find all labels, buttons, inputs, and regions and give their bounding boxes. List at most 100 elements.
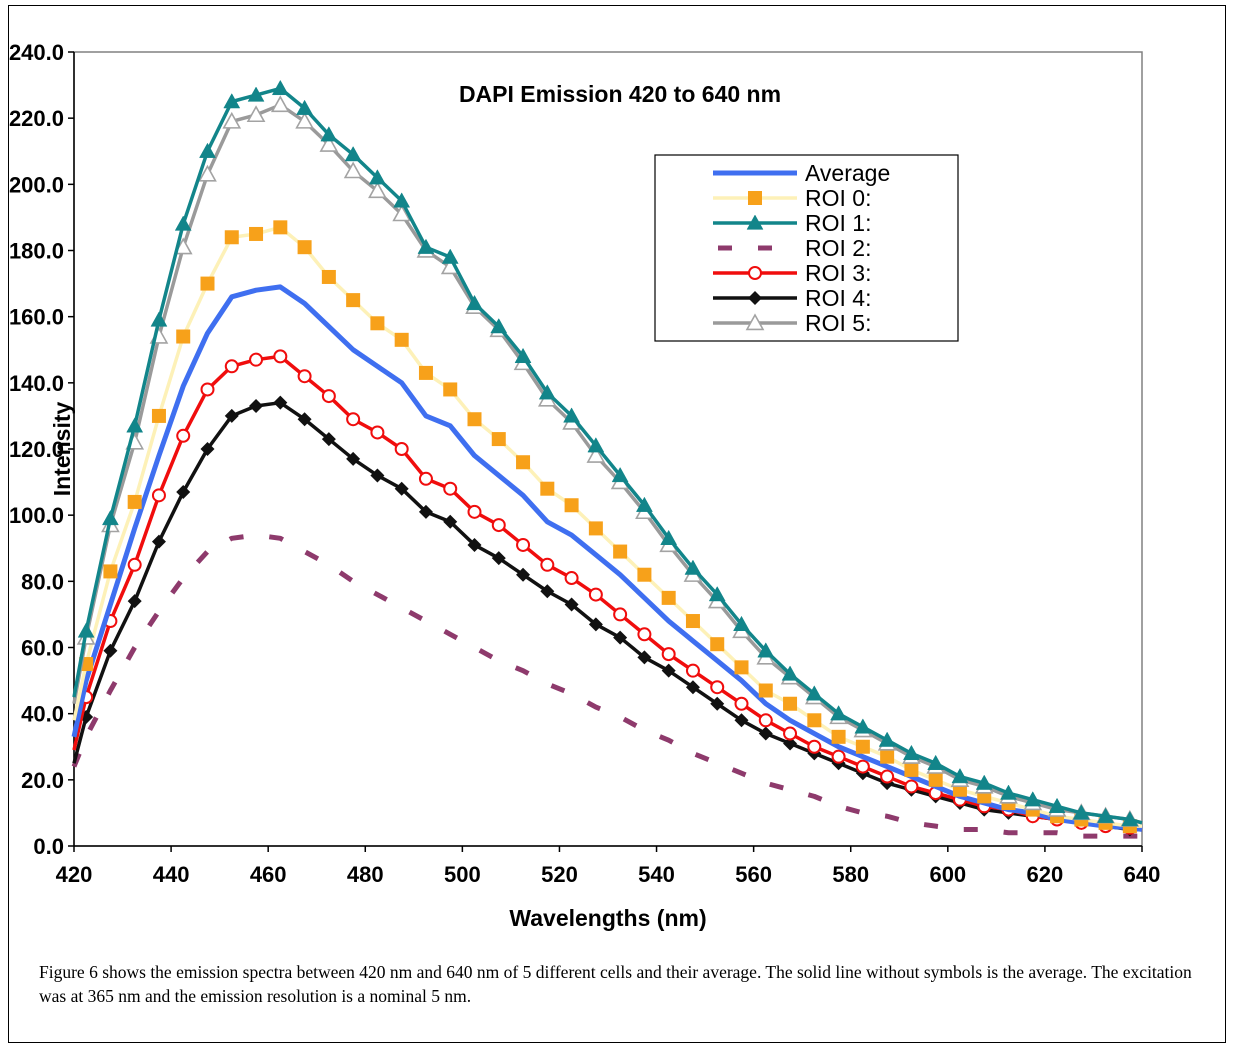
data-point (151, 408, 166, 423)
data-point (783, 736, 798, 751)
legend-entry: ROI 4: (713, 285, 871, 311)
data-point (684, 559, 702, 575)
data-point (297, 412, 312, 427)
series-roi-3 (72, 349, 1143, 835)
x-tick-label: 560 (735, 862, 772, 887)
data-point (613, 607, 628, 622)
data-point (198, 164, 217, 182)
data-point (830, 705, 848, 721)
data-point (343, 161, 363, 179)
data-point (368, 169, 386, 185)
data-point (710, 696, 725, 711)
data-point (1072, 804, 1090, 820)
data-point (126, 417, 144, 433)
data-point (637, 567, 652, 582)
data-point (394, 332, 409, 347)
data-point (246, 105, 266, 123)
data-point (200, 276, 215, 291)
data-point (904, 762, 919, 777)
data-point (805, 685, 823, 701)
data-point (587, 437, 605, 453)
figure-caption: Figure 6 shows the emission spectra betw… (39, 962, 1192, 1006)
data-point (781, 665, 799, 681)
data-point (370, 425, 385, 440)
data-point (540, 557, 555, 572)
series-line (72, 103, 1143, 825)
data-point (710, 637, 725, 652)
data-point (491, 551, 506, 566)
data-point (564, 571, 579, 586)
data-point (807, 713, 822, 728)
data-point (346, 451, 361, 466)
data-point (370, 468, 385, 483)
data-point (757, 642, 775, 658)
legend-label: ROI 3: (805, 260, 871, 286)
data-point (394, 481, 409, 496)
data-point (249, 226, 264, 241)
series-roi-2 (71, 532, 1142, 839)
data-point (758, 713, 773, 728)
legend-entry: Average (713, 160, 890, 186)
data-point (588, 587, 603, 602)
data-point (538, 384, 556, 400)
series-layer (71, 79, 1143, 839)
data-point (150, 311, 168, 327)
data-point (467, 504, 482, 519)
data-point (295, 111, 314, 129)
x-tick-label: 600 (929, 862, 966, 887)
x-tick-label: 420 (56, 862, 93, 887)
data-point (734, 713, 749, 728)
x-axis-title: Wavelengths (nm) (509, 905, 706, 931)
data-point (685, 680, 700, 695)
data-point (758, 683, 773, 698)
data-point (466, 294, 483, 311)
data-point (418, 504, 433, 519)
legend-entry: ROI 0: (713, 185, 871, 211)
data-point (174, 215, 192, 231)
data-point (127, 557, 142, 572)
y-tick-label: 140.0 (9, 371, 64, 396)
data-point (685, 663, 700, 678)
y-tick-label: 60.0 (21, 636, 64, 661)
y-tick-label: 80.0 (21, 569, 64, 594)
legend-label: ROI 1: (805, 210, 871, 236)
data-point (249, 398, 264, 413)
y-tick-label: 200.0 (9, 172, 64, 197)
data-point (200, 382, 215, 397)
data-point (746, 214, 764, 230)
data-point (1121, 811, 1139, 827)
y-tick-label: 0.0 (33, 834, 64, 859)
data-point (807, 739, 822, 754)
data-point (783, 696, 798, 711)
legend-label: ROI 4: (805, 285, 871, 311)
data-point (854, 718, 872, 734)
data-point (273, 220, 288, 235)
data-point (514, 347, 532, 364)
data-point (1048, 797, 1066, 813)
data-point (418, 471, 433, 486)
data-point (1000, 784, 1017, 800)
data-point (321, 389, 336, 404)
data-point (393, 192, 411, 208)
data-point (540, 481, 555, 496)
legend-entry: ROI 3: (713, 260, 871, 286)
data-point (467, 537, 482, 552)
data-point (176, 428, 191, 443)
data-point (880, 749, 895, 764)
data-point (951, 768, 969, 784)
data-point (748, 191, 762, 205)
y-tick-label: 160.0 (9, 305, 64, 330)
data-point (611, 466, 629, 483)
data-point (902, 744, 920, 761)
data-point (540, 584, 555, 599)
data-point (224, 359, 239, 374)
legend-label: Average (805, 160, 890, 186)
data-point (127, 494, 142, 509)
y-tick-label: 120.0 (9, 437, 64, 462)
data-point (710, 680, 725, 695)
x-tick-label: 460 (250, 862, 287, 887)
data-point (297, 240, 312, 255)
figure-frame (8, 5, 1226, 1043)
data-point (392, 204, 412, 222)
